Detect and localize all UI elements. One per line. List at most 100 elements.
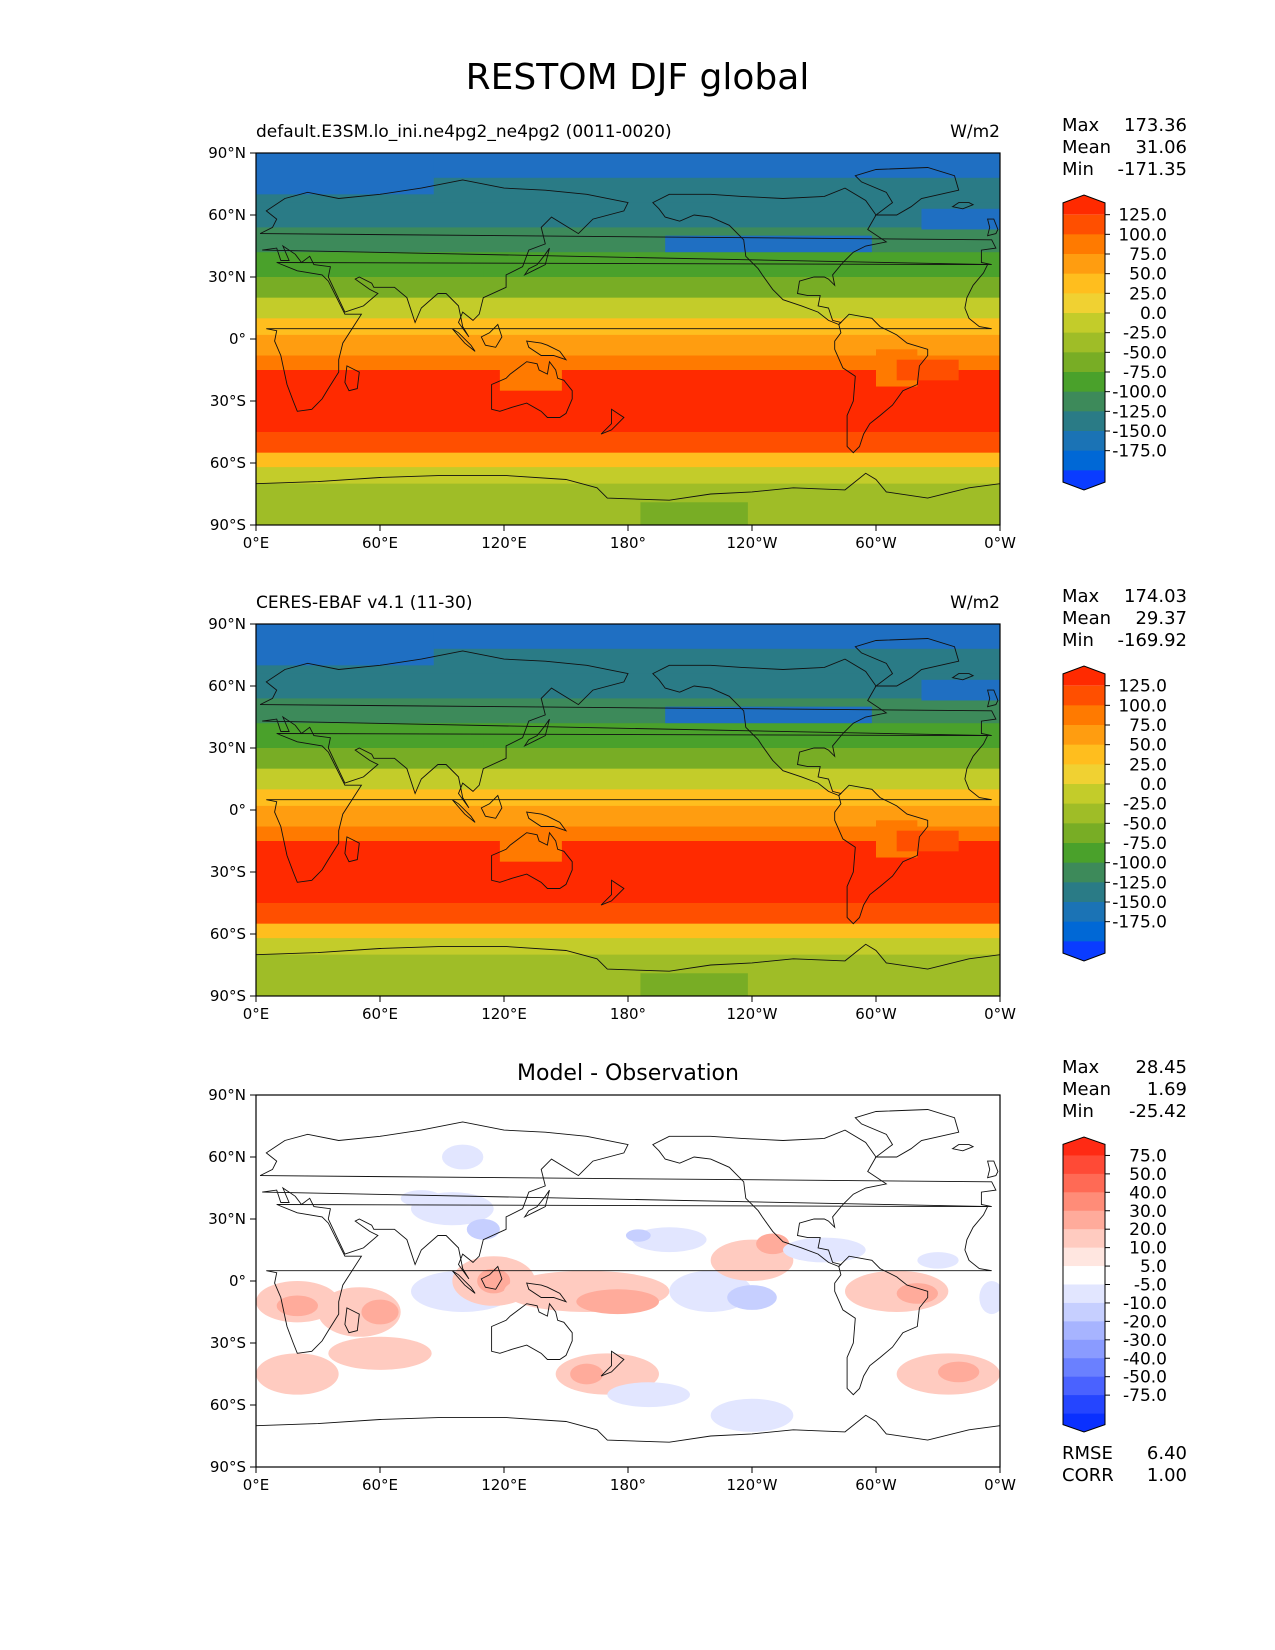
coastline <box>266 1204 992 1354</box>
axes: 90°N 60°N 30°N 0° 30°S 60°S 90°S0°E 60°E 120°E 18… <box>208 144 1016 552</box>
coastline <box>951 202 975 210</box>
coastline <box>986 218 999 237</box>
stat-label: RMSE <box>1062 1443 1113 1464</box>
coastline <box>451 799 476 823</box>
coastline <box>451 1270 476 1294</box>
colorbar-segment <box>1063 293 1105 314</box>
colorbar-tick-label: 125.0 <box>1118 206 1167 226</box>
colorbar-segment <box>1063 744 1105 765</box>
field-band <box>256 318 1000 336</box>
coastline <box>600 879 625 906</box>
stat-value: 28.45 <box>1135 1057 1187 1078</box>
colorbar-tick-label: 50.0 <box>1129 265 1167 285</box>
lon-tick-label: 180° <box>610 1476 646 1494</box>
stat-row: Min -169.92 <box>1062 630 1187 652</box>
figure-title: RESTOM DJF global <box>465 57 810 98</box>
stat-row: Max 173.36 <box>1062 115 1187 137</box>
coastline <box>986 689 999 708</box>
colorbar-segment <box>1063 685 1105 706</box>
coastline <box>854 167 960 216</box>
coastline <box>256 472 1000 525</box>
colorbar-segment <box>1063 1395 1105 1415</box>
colorbar-extend-min <box>1063 470 1105 490</box>
anomaly-patch <box>938 1361 980 1383</box>
lat-tick-label: 30°S <box>210 392 246 410</box>
anomaly-patch <box>442 1144 484 1170</box>
lat-tick-label: 60°N <box>208 677 246 695</box>
stat-label: Max <box>1062 115 1100 136</box>
difference-field <box>256 1095 1000 1467</box>
colorbar-segment <box>1063 1210 1105 1230</box>
colorbar-tick-label: 25.0 <box>1129 755 1167 775</box>
colorbar-tick-label: 0.0 <box>1140 775 1167 795</box>
colorbar-segment <box>1063 1229 1105 1249</box>
colorbar-tick-label: 125.0 <box>1118 677 1167 697</box>
field-region <box>256 153 434 195</box>
lat-tick-label: 60°S <box>210 454 246 472</box>
colorbar-tick-label: 50.0 <box>1129 736 1167 756</box>
anomaly-patch <box>466 1219 500 1240</box>
lat-tick-label: 30°S <box>210 863 246 881</box>
stat-value: 173.36 <box>1124 115 1187 136</box>
colorbar-segment <box>1063 843 1105 864</box>
colorbar-tick-label: 25.0 <box>1129 284 1167 304</box>
lon-tick-label: 60°E <box>362 534 398 552</box>
lon-tick-label: 0°W <box>984 1476 1016 1494</box>
lat-tick-label: 0° <box>229 330 246 348</box>
lat-tick-label: 90°S <box>210 1458 246 1476</box>
field-region <box>640 973 748 996</box>
coastlines <box>256 167 1000 525</box>
coastline <box>600 408 625 435</box>
colorbar-segment <box>1063 1173 1105 1193</box>
panel-title-left: CERES-EBAF v4.1 (11-30) <box>256 593 473 613</box>
colorbar-tick-label: 0.0 <box>1140 304 1167 324</box>
colorbar-segment <box>1063 431 1105 452</box>
colorbar-tick-label: 50.0 <box>1129 1165 1167 1185</box>
colorbar-segment <box>1063 214 1105 235</box>
anomaly-patch <box>632 1227 707 1253</box>
field-region <box>921 679 1000 701</box>
colorbar-segment <box>1063 273 1105 294</box>
anomaly-patch <box>361 1299 399 1325</box>
lon-tick-label: 180° <box>610 1005 646 1023</box>
anomaly-patch <box>625 1229 651 1242</box>
colorbar-tick-label: 40.0 <box>1129 1183 1167 1203</box>
lon-tick-label: 120°W <box>727 1476 778 1494</box>
lat-tick-label: 90°N <box>208 1086 246 1104</box>
stat-value: 1.69 <box>1146 1079 1187 1100</box>
colorbar-tick-label: -75.0 <box>1123 363 1167 383</box>
stat-row: Max 174.03 <box>1062 586 1187 608</box>
lon-tick-label: 0°E <box>243 534 270 552</box>
coastline <box>854 638 960 687</box>
stat-value: -171.35 <box>1117 159 1187 180</box>
stats-block: Max 174.03 Mean 29.37 Min -169.92 <box>1062 586 1187 652</box>
stat-value: 6.40 <box>1146 1443 1187 1464</box>
colorbar-tick-label: -175.0 <box>1112 442 1167 462</box>
colorbar-tick-label: -50.0 <box>1123 343 1167 363</box>
field-band <box>256 723 1000 749</box>
stats-block: Max 173.36 Mean 31.06 Min -171.35 <box>1062 115 1187 181</box>
coastline <box>526 811 568 832</box>
colorbar-segment <box>1063 705 1105 726</box>
colorbar-tick-label: -50.0 <box>1123 1368 1167 1388</box>
stat-label: Max <box>1062 586 1100 607</box>
lon-tick-label: 120°W <box>727 1005 778 1023</box>
coastline <box>523 1189 550 1219</box>
error-stats-block: RMSE 6.40 CORR 1.00 <box>1062 1443 1187 1487</box>
anomaly-patch <box>256 1353 339 1395</box>
lon-tick-label: 0°E <box>243 1476 270 1494</box>
anomaly-patch <box>400 1190 443 1207</box>
colorbar: 125.0100.075.050.025.00.0-25.0-50.0-75.0… <box>1062 194 1167 491</box>
coastline <box>600 1350 625 1377</box>
colorbar-tick-label: 20.0 <box>1129 1220 1167 1240</box>
stat-label: Min <box>1062 1101 1094 1122</box>
colorbar-outline <box>1062 1136 1106 1433</box>
stat-row: Mean 31.06 <box>1062 137 1187 159</box>
colorbar-extend-min <box>1063 1413 1105 1432</box>
anomaly-patch <box>576 1289 660 1315</box>
colorbar-tick-label: -125.0 <box>1112 402 1167 422</box>
colorbar-segment <box>1063 764 1105 785</box>
coastline <box>266 262 992 412</box>
field-band <box>256 277 1000 299</box>
anomaly-patch <box>917 1252 959 1269</box>
